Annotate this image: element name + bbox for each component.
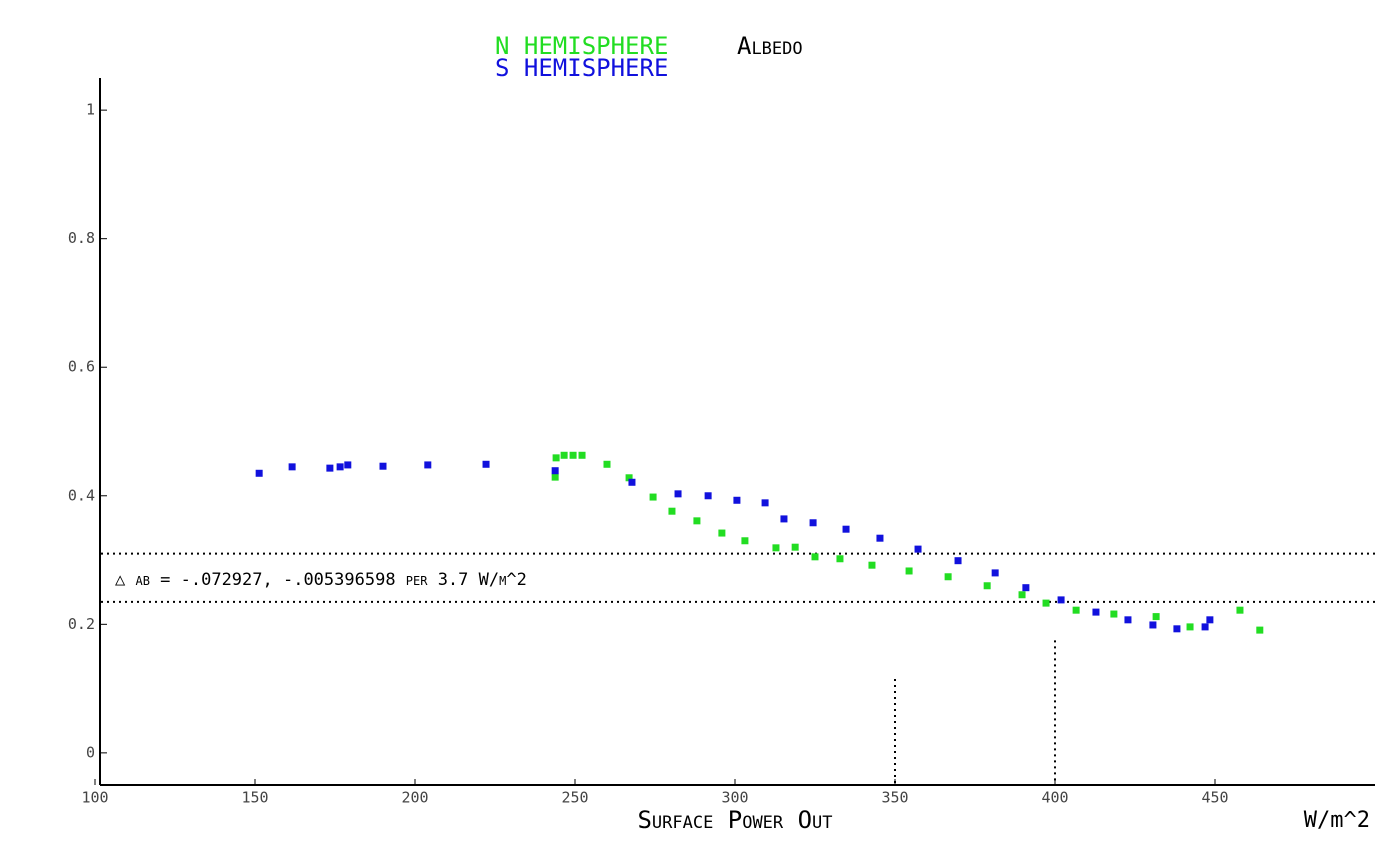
point bbox=[718, 529, 726, 537]
point bbox=[674, 490, 682, 498]
point bbox=[603, 460, 611, 468]
x-axis-label: Surface Power Out bbox=[637, 806, 832, 834]
x-tick-label: 250 bbox=[561, 789, 588, 807]
x-tick-label: 450 bbox=[1201, 789, 1228, 807]
point bbox=[991, 569, 999, 577]
point bbox=[1042, 599, 1050, 607]
legend-entry: N HEMISPHERE bbox=[495, 32, 668, 60]
point bbox=[741, 537, 749, 545]
point bbox=[551, 467, 559, 475]
point bbox=[1057, 596, 1065, 604]
point bbox=[336, 463, 344, 471]
point bbox=[733, 496, 741, 504]
y-tick-label: 0.4 bbox=[68, 486, 95, 504]
point bbox=[836, 555, 844, 563]
point bbox=[1152, 613, 1160, 621]
point bbox=[255, 469, 263, 477]
x-tick-label: 300 bbox=[721, 789, 748, 807]
x-tick-label: 100 bbox=[81, 789, 108, 807]
point bbox=[326, 464, 334, 472]
point bbox=[552, 454, 560, 462]
annotation: △ ab = -.072927, -.005396598 per 3.7 W/m… bbox=[115, 570, 527, 590]
point bbox=[1256, 626, 1264, 634]
y-tick-label: 0.8 bbox=[68, 229, 95, 247]
point bbox=[288, 463, 296, 471]
point bbox=[983, 582, 991, 590]
point bbox=[649, 493, 657, 501]
point bbox=[578, 451, 586, 459]
point bbox=[1110, 610, 1118, 618]
point bbox=[1173, 625, 1181, 633]
point bbox=[1018, 591, 1026, 599]
point bbox=[379, 462, 387, 470]
y-tick-label: 0 bbox=[86, 743, 95, 761]
x-tick-label: 350 bbox=[881, 789, 908, 807]
point bbox=[1149, 621, 1157, 629]
point bbox=[693, 517, 701, 525]
point bbox=[1201, 623, 1209, 631]
point bbox=[954, 557, 962, 565]
y-tick-label: 0.6 bbox=[68, 358, 95, 376]
point bbox=[628, 478, 636, 486]
point bbox=[704, 492, 712, 500]
y-tick-label: 1 bbox=[86, 101, 95, 119]
x-axis-unit: W/m^2 bbox=[1304, 808, 1370, 833]
y-tick-label: 0.2 bbox=[68, 615, 95, 633]
point bbox=[551, 473, 559, 481]
point bbox=[1186, 623, 1194, 631]
point bbox=[569, 451, 577, 459]
point bbox=[482, 460, 490, 468]
point bbox=[1092, 608, 1100, 616]
point bbox=[1072, 606, 1080, 614]
point bbox=[1124, 616, 1132, 624]
chart-title: Albedo bbox=[737, 32, 803, 60]
point bbox=[761, 499, 769, 507]
point bbox=[791, 543, 799, 551]
point bbox=[424, 461, 432, 469]
point bbox=[625, 474, 633, 482]
x-tick-label: 400 bbox=[1041, 789, 1068, 807]
point bbox=[905, 567, 913, 575]
x-tick-label: 150 bbox=[241, 789, 268, 807]
point bbox=[1022, 584, 1030, 592]
point bbox=[914, 545, 922, 553]
x-tick-label: 200 bbox=[401, 789, 428, 807]
point bbox=[1206, 616, 1214, 624]
point bbox=[868, 561, 876, 569]
point bbox=[811, 553, 819, 561]
point bbox=[772, 544, 780, 552]
point bbox=[780, 515, 788, 523]
point bbox=[944, 573, 952, 581]
point bbox=[668, 507, 676, 515]
point bbox=[344, 461, 352, 469]
point bbox=[809, 519, 817, 527]
point bbox=[1236, 606, 1244, 614]
legend-entry: S HEMISPHERE bbox=[495, 54, 668, 82]
point bbox=[842, 525, 850, 533]
point bbox=[876, 534, 884, 542]
point bbox=[560, 451, 568, 459]
